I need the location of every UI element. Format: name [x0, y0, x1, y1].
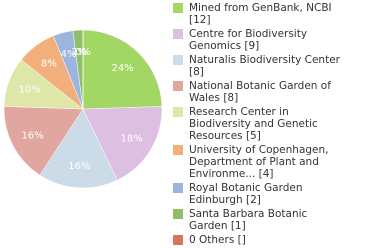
legend-label: Naturalis Biodiversity Center [8] — [189, 54, 340, 78]
legend-item: Research Center in Biodiversity and Gene… — [173, 106, 378, 142]
legend-item: 0 Others [] — [173, 234, 378, 246]
slice-label: 16% — [68, 161, 90, 172]
pie: 24% 18% 16% 16% 10% 8% 4%2%0% — [3, 29, 163, 189]
legend-item: Mined from GenBank, NCBI [12] — [173, 2, 378, 26]
legend-item: University of Copenhagen, Department of … — [173, 144, 378, 180]
legend-label: Mined from GenBank, NCBI [12] — [189, 2, 332, 26]
slice-label: 16% — [21, 130, 43, 141]
legend-label: Centre for Biodiversity Genomics [9] — [189, 28, 308, 52]
legend-swatch — [173, 107, 183, 117]
slice-label: 10% — [19, 84, 41, 95]
slice-label: 0% — [75, 47, 91, 58]
legend-swatch — [173, 29, 183, 39]
legend-swatch — [173, 3, 183, 13]
slice-label: 2% — [71, 47, 87, 58]
slice-label: 24% — [111, 63, 133, 74]
pie-slice — [39, 108, 118, 189]
legend-label: Royal Botanic Garden Edinburgh [2] — [189, 182, 303, 206]
legend-swatch — [173, 209, 183, 219]
slice-label: 8% — [41, 58, 57, 69]
legend-swatch — [173, 183, 183, 193]
legend-item: National Botanic Garden of Wales [8] — [173, 80, 378, 104]
legend-swatch — [173, 55, 183, 65]
legend-label: 0 Others [] — [189, 234, 246, 246]
legend-item: Naturalis Biodiversity Center [8] — [173, 54, 378, 78]
legend-label: Research Center in Biodiversity and Gene… — [189, 106, 318, 142]
legend-label: National Botanic Garden of Wales [8] — [189, 80, 331, 104]
slice-label: 18% — [121, 133, 143, 144]
legend-swatch — [173, 235, 183, 245]
pie-slice — [3, 106, 84, 176]
pie-slice — [82, 29, 163, 110]
legend-item: Centre for Biodiversity Genomics [9] — [173, 28, 378, 52]
legend-item: Santa Barbara Botanic Garden [1] — [173, 208, 378, 232]
legend-swatch — [173, 81, 183, 91]
legend: Mined from GenBank, NCBI [12] Centre for … — [173, 2, 378, 248]
legend-swatch — [173, 145, 183, 155]
legend-item: Royal Botanic Garden Edinburgh [2] — [173, 182, 378, 206]
pie-slice — [82, 106, 163, 181]
legend-label: Santa Barbara Botanic Garden [1] — [189, 208, 308, 232]
legend-label: University of Copenhagen, Department of … — [189, 144, 329, 180]
chart: 24% 18% 16% 16% 10% 8% 4% 2% 0% Mined from GenBa… — [3, 2, 340, 246]
slice-label: 4% — [61, 49, 77, 60]
